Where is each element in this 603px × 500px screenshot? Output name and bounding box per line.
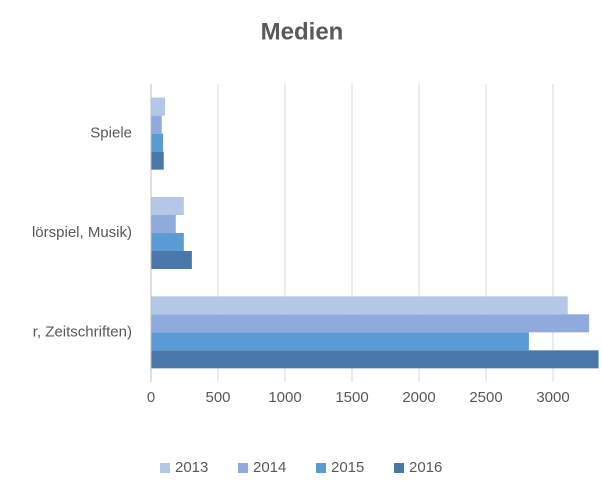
- x-tick-label: 3000: [536, 389, 569, 406]
- bar: [151, 197, 184, 215]
- bar: [151, 251, 192, 269]
- bar: [151, 350, 599, 369]
- bar: [151, 215, 176, 233]
- y-tick-label: lörspiel, Musik): [32, 224, 132, 241]
- x-tick-label: 0: [147, 389, 155, 406]
- bar: [151, 314, 590, 333]
- legend-swatch: [394, 463, 404, 473]
- x-tick-label: 500: [205, 389, 230, 406]
- bar: [151, 133, 164, 152]
- legend-label: 2016: [409, 459, 442, 476]
- legend-swatch: [160, 463, 170, 473]
- bar: [151, 151, 164, 170]
- bar: [151, 332, 529, 351]
- x-tick-label: 2500: [469, 389, 502, 406]
- legend-swatch: [316, 463, 326, 473]
- bar: [151, 296, 568, 315]
- legend-label: 2013: [175, 459, 208, 476]
- legend-swatch: [238, 463, 248, 473]
- bar: [151, 115, 162, 134]
- bar: [151, 97, 166, 116]
- y-tick-label: Spiele: [90, 125, 132, 142]
- chart-title: Medien: [261, 18, 344, 45]
- legend-label: 2014: [253, 459, 286, 476]
- x-tick-label: 1500: [335, 389, 368, 406]
- x-tick-label: 2000: [402, 389, 435, 406]
- y-tick-label: r, Zeitschriften): [33, 323, 132, 340]
- bar: [151, 233, 184, 251]
- x-tick-label: 1000: [268, 389, 301, 406]
- legend-label: 2015: [331, 459, 364, 476]
